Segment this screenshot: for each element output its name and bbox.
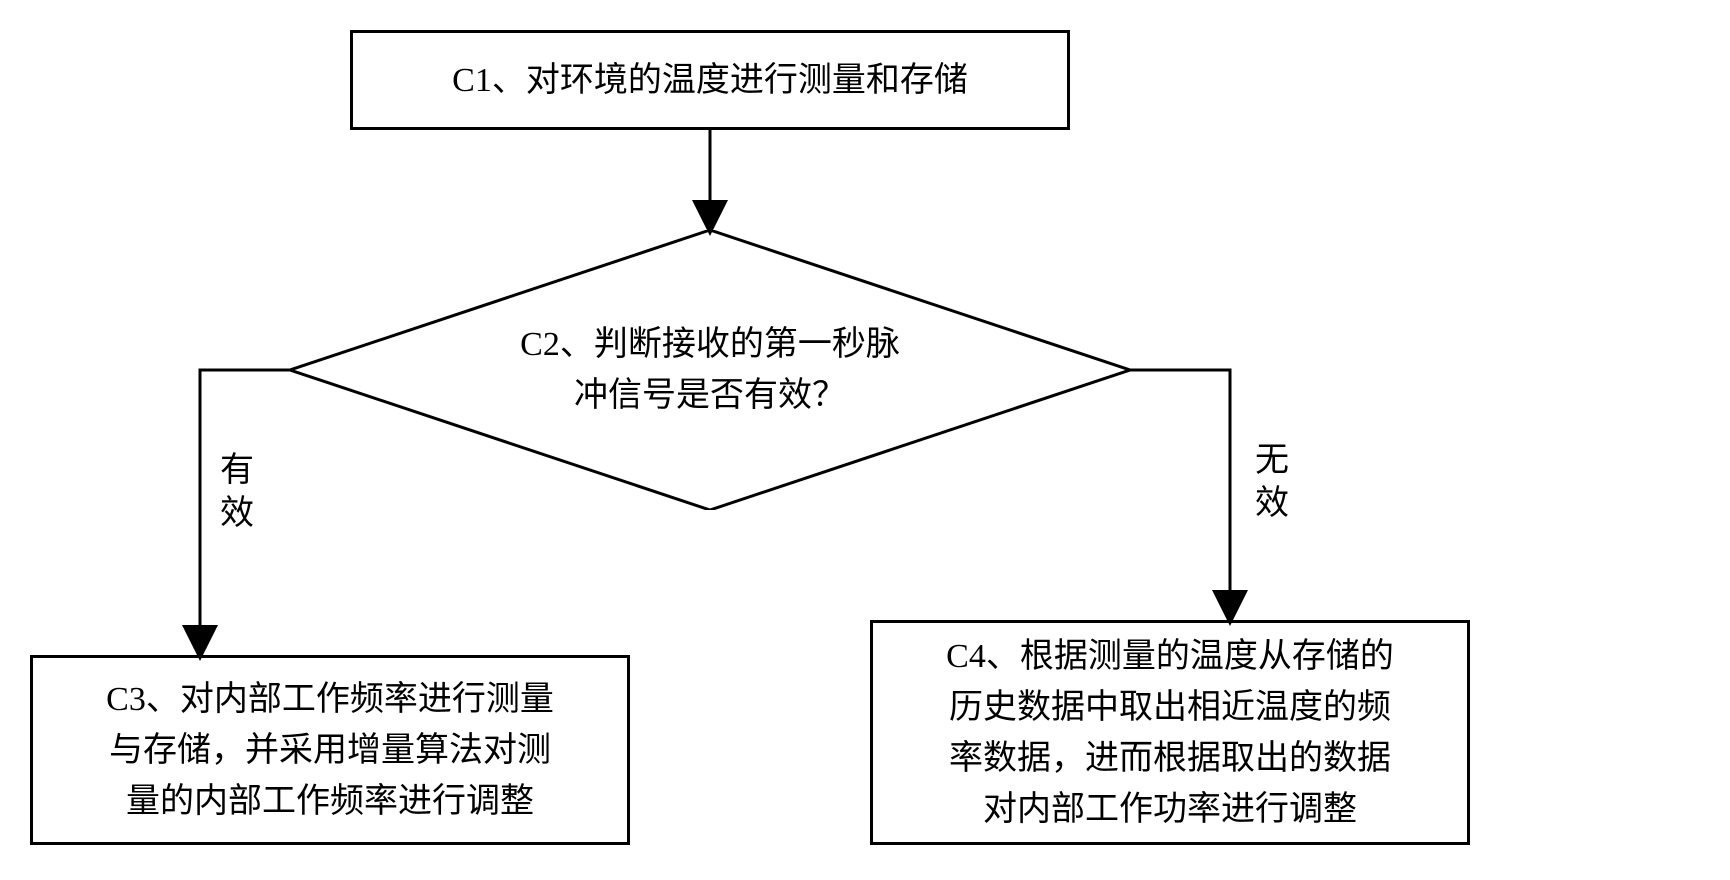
node-c4-line1: C4、根据测量的温度从存储的	[946, 638, 1394, 675]
node-c2-line2: 冲信号是否有效？	[574, 377, 846, 414]
node-c3-line3: 量的内部工作频率进行调整	[126, 783, 534, 820]
node-c3: C3、对内部工作频率进行测量 与存储，并采用增量算法对测 量的内部工作频率进行调…	[30, 655, 630, 845]
node-c3-line1: C3、对内部工作频率进行测量	[106, 681, 554, 718]
node-c2: C2、判断接收的第一秒脉 冲信号是否有效？	[290, 230, 1130, 510]
edge-c2-c4	[1130, 370, 1230, 620]
node-c4: C4、根据测量的温度从存储的 历史数据中取出相近温度的频 率数据，进而根据取出的…	[870, 620, 1470, 845]
node-c1-text: C1、对环境的温度进行测量和存储	[452, 55, 968, 106]
flowchart-canvas: C1、对环境的温度进行测量和存储 C2、判断接收的第一秒脉 冲信号是否有效？ C…	[0, 0, 1730, 880]
node-c3-line2: 与存储，并采用增量算法对测	[109, 732, 551, 769]
node-c1: C1、对环境的温度进行测量和存储	[350, 30, 1070, 130]
edge-label-invalid: 无 效	[1255, 440, 1289, 525]
node-c4-line2: 历史数据中取出相近温度的频	[949, 689, 1391, 726]
node-c2-line1: C2、判断接收的第一秒脉	[520, 326, 900, 363]
node-c4-line4: 对内部工作功率进行调整	[983, 791, 1357, 828]
node-c4-line3: 率数据，进而根据取出的数据	[949, 740, 1391, 777]
edge-label-valid: 有 效	[220, 450, 254, 535]
